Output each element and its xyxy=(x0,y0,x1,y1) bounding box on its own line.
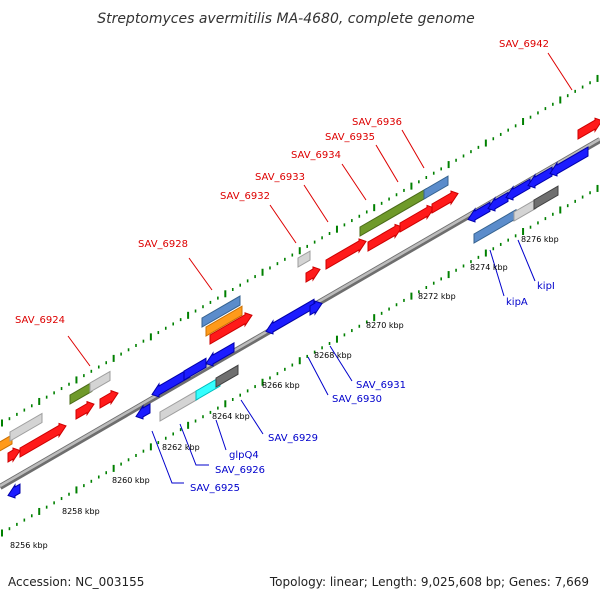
gene-label-top: SAV_6928 xyxy=(138,239,188,250)
leader-line xyxy=(329,345,353,382)
leader-line xyxy=(401,129,425,169)
gene-label-top: SAV_6942 xyxy=(499,39,549,50)
gene-arrow xyxy=(99,389,119,409)
gene-block xyxy=(201,295,241,328)
label-leader-lines xyxy=(67,52,573,484)
gene-label-top: SAV_6924 xyxy=(15,315,65,326)
leader-line xyxy=(188,257,213,291)
gene-arrow xyxy=(549,146,589,177)
gene-label-top: SAV_6933 xyxy=(255,172,305,183)
scale-label: 8260 kbp xyxy=(112,476,150,485)
leader-line xyxy=(179,423,209,466)
leader-line xyxy=(517,239,536,282)
accession-text: Accession: NC_003155 xyxy=(8,575,144,589)
tick-marks xyxy=(1,74,599,537)
gene-arrow xyxy=(309,300,323,316)
scale-label: 8258 kbp xyxy=(62,507,100,516)
gene-block xyxy=(215,364,239,388)
gene-block xyxy=(0,434,13,452)
gene-arrow xyxy=(399,204,435,233)
gene-arrow xyxy=(209,312,253,345)
gene-label-bottom: SAV_6925 xyxy=(190,483,240,494)
gene-label-bottom: SAV_6926 xyxy=(215,465,265,476)
leader-line xyxy=(240,399,264,435)
leader-line xyxy=(307,356,329,396)
gene-label-bottom: SAV_6929 xyxy=(268,433,318,444)
gene-block xyxy=(513,198,537,222)
scale-label: 8264 kbp xyxy=(212,412,250,421)
gene-block xyxy=(9,412,43,442)
gene-label-top: SAV_6934 xyxy=(291,150,341,161)
gene-label-top: SAV_6932 xyxy=(220,191,270,202)
gene-block xyxy=(195,376,221,401)
scale-label: 8268 kbp xyxy=(314,351,352,360)
leader-line xyxy=(489,249,505,297)
gene-label-bottom: SAV_6931 xyxy=(356,380,406,391)
gene-arrow xyxy=(431,190,459,214)
scale-label: 8256 kbp xyxy=(10,541,48,550)
gene-label-bottom: kipA xyxy=(506,297,528,308)
gene-block xyxy=(533,185,559,210)
gene-arrow xyxy=(325,238,367,270)
gene-arrow xyxy=(75,400,95,420)
leader-line xyxy=(341,163,367,201)
scale-label: 8272 kbp xyxy=(418,292,456,301)
gene-arrow xyxy=(135,403,151,420)
leader-line xyxy=(375,144,399,183)
gene-arrow xyxy=(19,422,67,458)
gene-label-bottom: kipI xyxy=(537,281,555,292)
gene-arrow xyxy=(577,117,600,140)
gene-features xyxy=(0,117,600,499)
gene-label-bottom: SAV_6930 xyxy=(332,394,382,405)
gene-block xyxy=(297,250,311,268)
scale-label: 8266 kbp xyxy=(262,381,300,390)
leader-line xyxy=(151,430,184,484)
gene-block xyxy=(69,381,93,405)
gene-arrow xyxy=(7,483,21,499)
gene-arrow xyxy=(265,298,315,335)
topology-text: Topology: linear; Length: 9,025,608 bp; … xyxy=(269,575,589,589)
scale-label: 8262 kbp xyxy=(162,443,200,452)
gene-arrow xyxy=(305,266,321,283)
scale-label: 8270 kbp xyxy=(366,321,404,330)
leader-line xyxy=(547,52,573,91)
gene-label-bottom: glpQ4 xyxy=(229,450,259,461)
gene-label-top: SAV_6935 xyxy=(325,132,375,143)
gene-block xyxy=(183,357,207,381)
map-title: Streptomyces avermitilis MA-4680, comple… xyxy=(97,11,475,27)
map-labels: Streptomyces avermitilis MA-4680, comple… xyxy=(8,11,589,589)
scale-label: 8274 kbp xyxy=(470,263,508,272)
gene-block xyxy=(205,305,243,337)
gene-block xyxy=(423,175,449,200)
gene-arrow xyxy=(7,447,21,463)
leader-line xyxy=(215,419,227,451)
leader-line xyxy=(67,335,91,367)
gene-block xyxy=(89,370,111,393)
gene-block xyxy=(159,389,199,422)
scale-label: 8276 kbp xyxy=(521,235,559,244)
gene-label-top: SAV_6936 xyxy=(352,117,402,128)
leader-line xyxy=(303,184,329,223)
gene-arrow xyxy=(367,223,403,252)
gene-arrow xyxy=(205,341,235,367)
leader-line xyxy=(269,204,297,244)
